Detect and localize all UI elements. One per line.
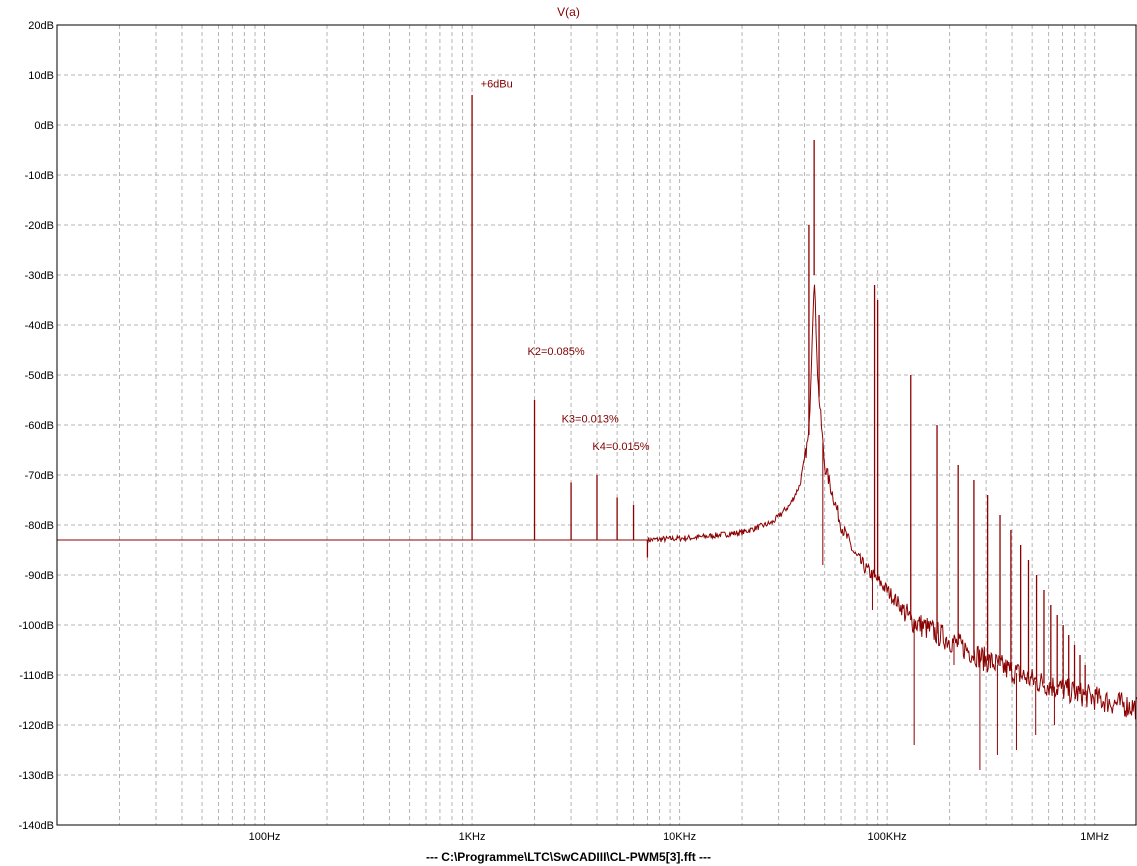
trace-layer	[57, 95, 1137, 770]
peak-annotation: K3=0.013%	[562, 414, 619, 426]
y-axis-ticks: 20dB 10dB 0dB -10dB -20dB -30dB -40dB -50dB -60d…	[19, 20, 54, 832]
x-tick-label: 100KHz	[868, 831, 907, 843]
chart-title: V(a)	[557, 5, 580, 19]
peak-annotation: +6dBu	[481, 79, 513, 91]
x-tick-label: 100Hz	[249, 831, 281, 843]
x-tick-label: 10KHz	[663, 831, 696, 843]
y-tick-label: 10dB	[28, 70, 54, 82]
y-tick-label: -20dB	[25, 220, 54, 232]
y-tick-label: -30dB	[25, 270, 54, 282]
y-tick-label: -80dB	[25, 520, 54, 532]
x-tick-label: 1MHz	[1080, 831, 1109, 843]
y-tick-label: -120dB	[19, 720, 54, 732]
y-tick-label: -50dB	[25, 370, 54, 382]
peak-annotation: K4=0.015%	[592, 441, 649, 453]
y-tick-label: -130dB	[19, 770, 54, 782]
y-tick-label: -10dB	[25, 170, 54, 182]
peak-annotation: K2=0.085%	[528, 346, 585, 358]
y-tick-label: -70dB	[25, 470, 54, 482]
y-tick-label: -110dB	[19, 670, 54, 682]
y-tick-label: -140dB	[19, 820, 54, 832]
plot-frame	[56, 24, 1137, 826]
y-tick-label: -100dB	[19, 620, 54, 632]
file-label: --- C:\Programme\LTC\SwCADIII\CL-PWM5[3]…	[425, 850, 712, 864]
x-tick-label: 1KHz	[459, 831, 486, 843]
y-tick-label: 20dB	[28, 20, 54, 32]
y-tick-label: 0dB	[34, 120, 54, 132]
y-tick-label: -40dB	[25, 320, 54, 332]
x-axis-ticks: 100Hz 1KHz 10KHz 100KHz 1MHz	[249, 831, 1109, 843]
y-tick-label: -60dB	[25, 420, 54, 432]
annotation-layer: +6dBu K2=0.085% K3=0.013% K4=0.015%	[481, 79, 650, 454]
y-tick-label: -90dB	[25, 570, 54, 582]
